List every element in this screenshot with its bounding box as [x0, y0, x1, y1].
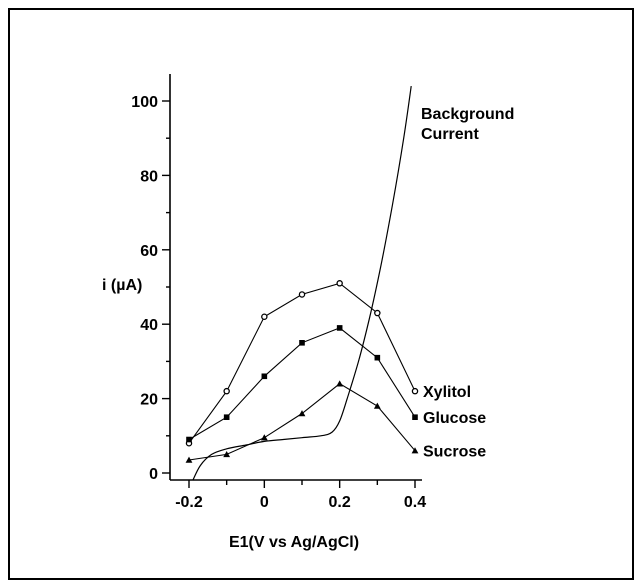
x-axis-title: E1(V vs Ag/AgCl) [229, 534, 359, 551]
background-current-line [192, 86, 412, 481]
glucose-point [412, 414, 418, 420]
glucose-point [336, 325, 343, 331]
xylitol-label: Xylitol [423, 384, 471, 401]
xylitol-point [223, 387, 230, 395]
y-tick-label: 0 [149, 466, 158, 483]
sucrose-point [298, 410, 306, 417]
y-tick-label: 100 [131, 94, 158, 111]
y-ticks: 0 20 40 60 80 100 [131, 94, 170, 483]
y-tick-label: 60 [140, 243, 158, 260]
y-tick-label: 80 [140, 168, 158, 185]
x-tick-label: -0.2 [175, 494, 203, 511]
y-tick-label: 40 [140, 317, 158, 334]
x-ticks: -0.2 0 0.2 0.4 [175, 480, 426, 511]
xylitol-point [298, 291, 306, 298]
sucrose-line [188, 383, 416, 461]
series-lines [188, 86, 416, 481]
background-current-label-line2: Current [421, 126, 479, 143]
sucrose-point [411, 447, 419, 454]
sucrose-point [260, 434, 268, 441]
sucrose-point [336, 380, 344, 387]
glucose-point [186, 436, 192, 443]
sucrose-point [223, 451, 231, 458]
x-tick-label: 0.2 [329, 494, 351, 511]
glucose-point [261, 373, 268, 380]
sucrose-point [373, 402, 381, 409]
sucrose-point [185, 456, 193, 463]
x-tick-label: 0 [260, 494, 269, 511]
glucose-label: Glucose [423, 410, 486, 427]
x-tick-label: 0.4 [404, 494, 426, 511]
figure-frame [8, 8, 634, 580]
xylitol-point [261, 313, 268, 321]
series-markers [185, 280, 419, 463]
glucose-point [223, 414, 230, 420]
xylitol-point [374, 309, 381, 317]
sucrose-label: Sucrose [423, 444, 486, 461]
xylitol-point [336, 280, 343, 287]
axes [169, 74, 422, 481]
glucose-point [299, 340, 305, 346]
xylitol-point [411, 387, 419, 395]
y-axis-title: i (µA) [102, 277, 142, 294]
glucose-point [374, 354, 381, 361]
y-tick-label: 20 [140, 392, 158, 409]
background-current-label-line1: Background [421, 106, 514, 123]
series-labels: Xylitol Glucose Sucrose [423, 384, 486, 461]
